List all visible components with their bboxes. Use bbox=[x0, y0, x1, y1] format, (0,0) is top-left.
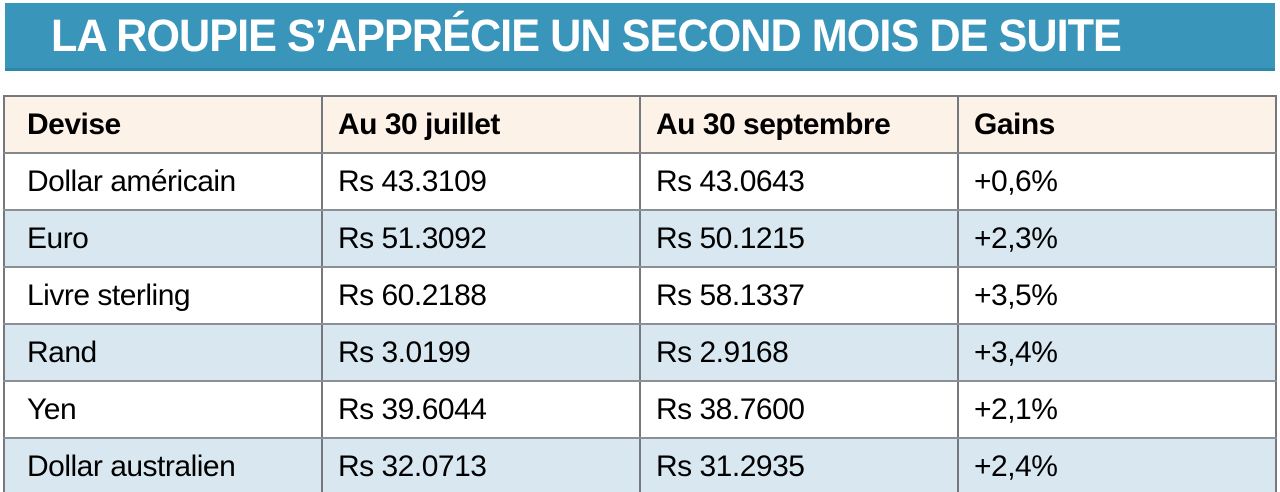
currency-table-container: Devise Au 30 juillet Au 30 septembre Gai… bbox=[3, 95, 1277, 492]
table-row-rand: Rand Rs 3.0199 Rs 2.9168 +3,4% bbox=[3, 323, 1277, 382]
cell-gains: +2,1% bbox=[957, 380, 1277, 439]
cell-rate-juillet: Rs 43.3109 bbox=[321, 152, 641, 211]
cell-devise: Rand bbox=[3, 323, 323, 382]
infographic-title: LA ROUPIE S’APPRÉCIE UN SECOND MOIS DE S… bbox=[51, 9, 1122, 61]
cell-gains: +2,4% bbox=[957, 437, 1277, 492]
column-header-30-septembre: Au 30 septembre bbox=[639, 95, 959, 154]
cell-rate-juillet: Rs 60.2188 bbox=[321, 266, 641, 325]
column-header-gains: Gains bbox=[957, 95, 1277, 154]
table-row-dollar-americain: Dollar américain Rs 43.3109 Rs 43.0643 +… bbox=[3, 152, 1277, 211]
cell-devise: Dollar américain bbox=[3, 152, 323, 211]
cell-rate-juillet: Rs 3.0199 bbox=[321, 323, 641, 382]
header-row: Devise Au 30 juillet Au 30 septembre Gai… bbox=[3, 95, 1277, 154]
cell-rate-septembre: Rs 38.7600 bbox=[639, 380, 959, 439]
cell-gains: +0,6% bbox=[957, 152, 1277, 211]
cell-rate-juillet: Rs 39.6044 bbox=[321, 380, 641, 439]
cell-devise: Yen bbox=[3, 380, 323, 439]
table-row-euro: Euro Rs 51.3092 Rs 50.1215 +2,3% bbox=[3, 209, 1277, 268]
cell-rate-septembre: Rs 2.9168 bbox=[639, 323, 959, 382]
table-row-yen: Yen Rs 39.6044 Rs 38.7600 +2,1% bbox=[3, 380, 1277, 439]
table-row-livre-sterling: Livre sterling Rs 60.2188 Rs 58.1337 +3,… bbox=[3, 266, 1277, 325]
cell-devise: Livre sterling bbox=[3, 266, 323, 325]
cell-rate-juillet: Rs 32.0713 bbox=[321, 437, 641, 492]
cell-devise: Euro bbox=[3, 209, 323, 268]
cell-rate-septembre: Rs 50.1215 bbox=[639, 209, 959, 268]
cell-rate-juillet: Rs 51.3092 bbox=[321, 209, 641, 268]
cell-gains: +2,3% bbox=[957, 209, 1277, 268]
cell-devise: Dollar australien bbox=[3, 437, 323, 492]
table-row-dollar-australien: Dollar australien Rs 32.0713 Rs 31.2935 … bbox=[3, 437, 1277, 492]
cell-gains: +3,5% bbox=[957, 266, 1277, 325]
title-banner: LA ROUPIE S’APPRÉCIE UN SECOND MOIS DE S… bbox=[5, 3, 1275, 71]
cell-rate-septembre: Rs 31.2935 bbox=[639, 437, 959, 492]
cell-rate-septembre: Rs 43.0643 bbox=[639, 152, 959, 211]
currency-table: Devise Au 30 juillet Au 30 septembre Gai… bbox=[3, 95, 1277, 492]
cell-rate-septembre: Rs 58.1337 bbox=[639, 266, 959, 325]
column-header-devise: Devise bbox=[3, 95, 323, 154]
column-header-30-juillet: Au 30 juillet bbox=[321, 95, 641, 154]
cell-gains: +3,4% bbox=[957, 323, 1277, 382]
